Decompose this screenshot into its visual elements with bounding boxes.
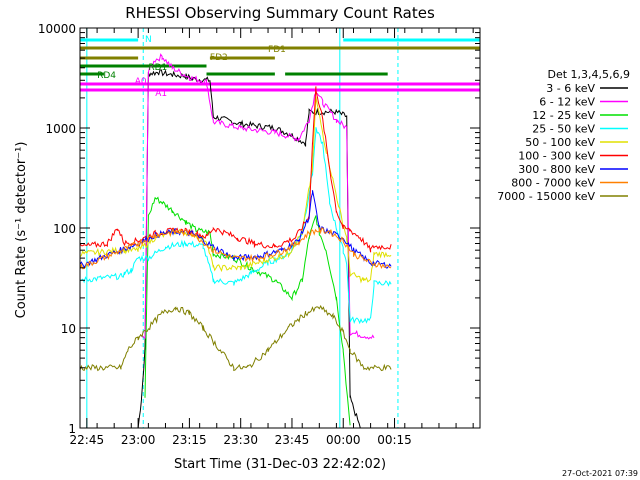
- x-axis-label: Start Time (31-Dec-03 22:42:02): [174, 457, 386, 472]
- y-tick-label: 10: [61, 322, 76, 336]
- flag-label-fd1: FD1: [268, 45, 286, 55]
- series-line-1: [141, 53, 375, 340]
- series-line-0: [137, 69, 361, 428]
- legend-label: 3 - 6 keV: [546, 82, 595, 95]
- plot-frame: [79, 27, 481, 429]
- legend-label: 25 - 50 keV: [532, 123, 595, 136]
- flag-label-rd1: RD1: [148, 63, 167, 73]
- legend-label: 100 - 300 keV: [518, 150, 595, 163]
- y-axis-label: Count Rate (s⁻¹ detector⁻¹): [14, 142, 29, 319]
- chart-title: RHESSI Observing Summary Count Rates: [125, 4, 435, 22]
- legend-label: 6 - 12 keV: [539, 96, 595, 109]
- flag-label-a1: A1: [155, 89, 167, 99]
- legend-label: 12 - 25 keV: [532, 109, 595, 122]
- series-line-7: [80, 226, 392, 270]
- flag-label-a0: A0: [135, 77, 147, 87]
- series-line-8: [80, 304, 392, 372]
- flag-label-n: N: [145, 35, 152, 45]
- flag-label-rd4: RD4: [97, 71, 116, 81]
- y-tick-label: 100: [53, 222, 76, 236]
- legend-label: 7000 - 15000 keV: [497, 190, 595, 203]
- x-tick-label: 22:45: [70, 433, 105, 447]
- series-line-5: [80, 86, 392, 253]
- series-line-4: [80, 96, 392, 284]
- x-tick-label: 23:30: [223, 433, 258, 447]
- y-tick-label: 1: [68, 422, 76, 436]
- y-tick-label: 10000: [38, 22, 76, 36]
- x-tick-label: 23:15: [172, 433, 207, 447]
- series-line-3: [80, 127, 392, 325]
- legend-title: Det 1,3,4,5,6,9: [547, 68, 630, 81]
- series-line-2: [144, 196, 351, 426]
- legend-label: 300 - 800 keV: [518, 163, 595, 176]
- legend-label: 50 - 100 keV: [525, 136, 595, 149]
- legend-label: 800 - 7000 keV: [511, 177, 595, 190]
- x-tick-label: 00:15: [377, 433, 412, 447]
- x-tick-label: 23:00: [121, 433, 156, 447]
- x-tick-label: 23:45: [275, 433, 310, 447]
- timestamp: 27-Oct-2021 07:39: [562, 469, 638, 478]
- flag-label-fd2: FD2: [210, 53, 228, 63]
- x-tick-label: 00:00: [326, 433, 361, 447]
- y-tick-label: 1000: [45, 122, 76, 136]
